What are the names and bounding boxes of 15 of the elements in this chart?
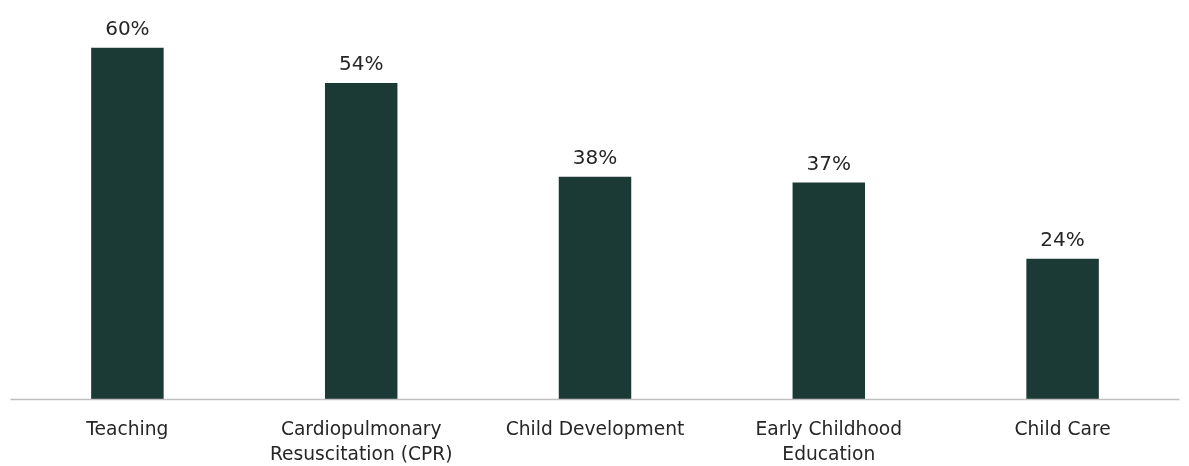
x-tick-label: Child Care xyxy=(1014,417,1111,439)
bar xyxy=(558,176,632,400)
data-label: 54% xyxy=(338,50,384,75)
data-label: 37% xyxy=(806,150,852,175)
data-label: 24% xyxy=(1040,226,1085,251)
bar xyxy=(91,47,164,400)
x-tick-label: Teaching xyxy=(85,417,169,439)
x-tick-label: Cardiopulmonary Resuscitation (CPR) xyxy=(269,417,453,464)
bar xyxy=(792,182,866,400)
x-tick-label: Child Development xyxy=(505,417,685,439)
x-tick-label: Early Childhood Education xyxy=(755,417,903,464)
data-label: 38% xyxy=(572,144,618,169)
data-label: 60% xyxy=(105,15,150,40)
bar xyxy=(324,82,398,400)
bar xyxy=(1026,258,1099,400)
